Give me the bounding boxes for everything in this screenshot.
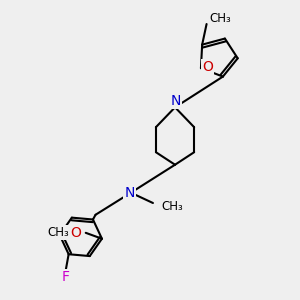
Text: CH₃: CH₃ [161,200,183,213]
Text: N: N [170,94,181,108]
Text: CH₃: CH₃ [209,12,231,25]
Text: O: O [202,60,213,74]
Text: N: N [124,186,135,200]
Text: CH₃: CH₃ [48,226,70,239]
Text: O: O [70,226,81,240]
Text: F: F [62,270,70,284]
